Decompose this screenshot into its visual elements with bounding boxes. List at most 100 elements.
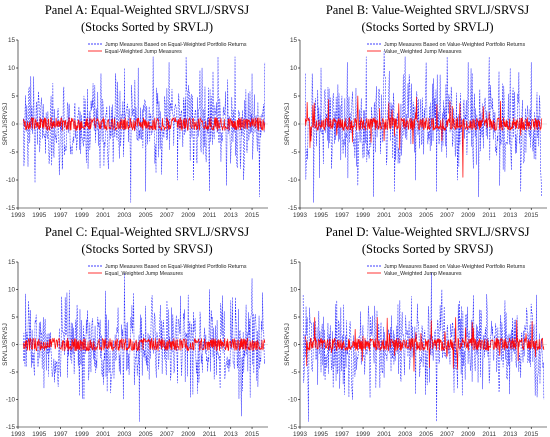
panel-title: Panel A: Equal-Weighted SRVLJ/SRVSJ <box>45 3 249 17</box>
legend-label: Jump Measures Based on Equal-Weighted Po… <box>105 264 247 270</box>
x-tick-label: 1997 <box>54 431 69 437</box>
y-tick-label: 10 <box>8 65 16 72</box>
panel-subtitle: (Stocks Sorted by SRVLJ) <box>362 20 494 34</box>
y-tick-label: 15 <box>290 37 298 44</box>
x-tick-label: 2001 <box>377 431 392 437</box>
x-tick-label: 1995 <box>32 431 47 437</box>
y-tick-label: 0 <box>11 342 15 349</box>
y-tick-label: -15 <box>288 424 298 431</box>
x-tick-label: 1999 <box>75 212 90 219</box>
x-tick-label: 2003 <box>398 431 413 437</box>
legend-label: Equal_Weighted Jump Measures <box>105 271 183 277</box>
panel-subtitle: (Stocks Sorted by SRVLJ) <box>81 20 213 34</box>
series-line-2 <box>304 95 543 178</box>
x-tick-label: 2009 <box>181 212 196 219</box>
legend-label: Value_Weighted Jump Measures <box>384 49 462 55</box>
y-tick-label: 15 <box>8 259 16 266</box>
x-tick-label: 2001 <box>377 212 392 219</box>
y-tick-label: -10 <box>288 397 298 404</box>
x-tick-label: 2003 <box>117 431 132 437</box>
y-tick-label: -5 <box>9 149 15 156</box>
y-tick-label: 15 <box>8 37 16 44</box>
x-tick-label: 2011 <box>482 212 496 219</box>
y-tick-label: -10 <box>6 177 16 184</box>
y-tick-label: -10 <box>288 177 298 184</box>
x-tick-label: 2003 <box>117 212 132 219</box>
x-tick-label: 2005 <box>139 431 154 437</box>
x-tick-label: 2011 <box>203 212 217 219</box>
x-tick-label: 2007 <box>440 431 455 437</box>
chart-panel-3: Panel C: Equal-Weighted SRVLJ/SRVSJ (Stoc… <box>2 225 268 437</box>
legend-label: Jump Measures Based on Equal-Weighted Po… <box>105 42 247 48</box>
y-tick-label: 5 <box>293 314 297 321</box>
y-axis-label: SRVLJ/SRVSJ <box>284 323 291 366</box>
x-tick-label: 2001 <box>96 431 111 437</box>
x-tick-label: 1995 <box>32 212 47 219</box>
x-tick-label: 1997 <box>335 431 350 437</box>
panel-title: Panel B: Value-Weighted SRVLJ/SRVSJ <box>326 3 529 17</box>
series-line-1 <box>302 272 545 422</box>
x-tick-label: 1993 <box>293 431 308 437</box>
x-tick-label: 2007 <box>160 212 175 219</box>
series-line-2 <box>22 337 266 352</box>
y-axis-label: SRVLJ/SRVSJ <box>2 323 9 366</box>
x-tick-label: 2013 <box>224 212 239 219</box>
x-tick-label: 2007 <box>160 431 175 437</box>
x-tick-label: 1999 <box>356 212 371 219</box>
legend-label: Jump Measures Based on Value-Weighted Po… <box>384 42 525 48</box>
x-tick-label: 2009 <box>461 212 476 219</box>
x-tick-label: 1999 <box>75 431 90 437</box>
series-line-2 <box>304 317 545 372</box>
x-tick-label: 1993 <box>293 212 308 219</box>
chart-panel-1: Panel A: Equal-Weighted SRVLJ/SRVSJ (Stoc… <box>2 3 268 219</box>
x-tick-label: 2013 <box>224 431 239 437</box>
y-tick-label: 0 <box>11 121 15 128</box>
x-tick-label: 1997 <box>54 212 69 219</box>
chart-panel-2: Panel B: Value-Weighted SRVLJ/SRVSJ (Stoc… <box>284 3 547 219</box>
x-tick-label: 2015 <box>524 431 539 437</box>
x-tick-label: 2009 <box>461 431 476 437</box>
y-tick-label: 10 <box>8 287 16 294</box>
y-tick-label: -10 <box>6 397 16 404</box>
y-tick-label: 0 <box>293 121 297 128</box>
y-tick-label: 5 <box>293 93 297 100</box>
panel-title: Panel D: Value-Weighted SRVLJ/SRVSJ <box>325 225 529 239</box>
legend-label: Jump Measures Based on Value-Weighted Po… <box>384 264 525 270</box>
x-tick-label: 2013 <box>503 212 518 219</box>
x-tick-label: 1993 <box>11 212 26 219</box>
y-tick-label: -5 <box>291 369 297 376</box>
x-tick-label: 2015 <box>245 431 260 437</box>
series-line-1 <box>304 50 543 203</box>
panel-subtitle: (Stocks Sorted by SRVSJ) <box>362 242 493 256</box>
x-tick-label: 1995 <box>314 212 329 219</box>
series-line-1 <box>23 56 266 203</box>
series-line-2 <box>22 117 266 131</box>
x-tick-label: 2003 <box>398 212 413 219</box>
y-tick-label: 15 <box>290 259 298 266</box>
x-tick-label: 2013 <box>503 431 518 437</box>
x-tick-label: 2005 <box>139 212 154 219</box>
legend-label: Equal-Weighted Jump Measures <box>105 49 182 55</box>
x-tick-label: 2007 <box>440 212 455 219</box>
y-tick-label: 5 <box>11 314 15 321</box>
y-tick-label: -15 <box>6 424 16 431</box>
x-tick-label: 1995 <box>314 431 329 437</box>
y-tick-label: -5 <box>291 149 297 156</box>
y-tick-label: -5 <box>9 369 15 376</box>
y-tick-label: -15 <box>288 205 298 212</box>
panel-title: Panel C: Equal-Weighted SRVLJ/SRVSJ <box>45 225 249 239</box>
x-tick-label: 2009 <box>181 431 196 437</box>
chart-panel-4: Panel D: Value-Weighted SRVLJ/SRVSJ (Stoc… <box>284 225 547 437</box>
x-tick-label: 2015 <box>245 212 260 219</box>
y-tick-label: 5 <box>11 93 15 100</box>
y-tick-label: 10 <box>290 65 298 72</box>
legend-label: Value_Weighted Jump Measures <box>384 271 462 277</box>
x-tick-label: 2005 <box>419 212 434 219</box>
y-tick-label: -15 <box>6 205 16 212</box>
y-tick-label: 10 <box>290 287 298 294</box>
panel-subtitle: (Stocks Sorted by SRVSJ) <box>81 242 212 256</box>
x-tick-label: 2005 <box>419 431 434 437</box>
y-axis-label: SRVLJ/SRVSJ <box>2 103 9 146</box>
x-tick-label: 2011 <box>203 431 217 437</box>
